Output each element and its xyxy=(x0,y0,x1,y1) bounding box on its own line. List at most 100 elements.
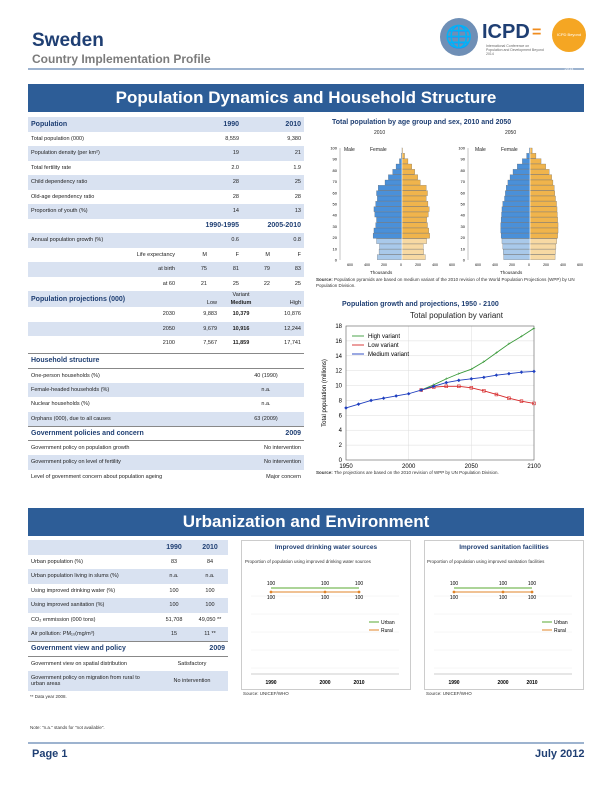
pyramid-bar-female xyxy=(530,222,559,228)
legend-urban: Urban xyxy=(554,620,568,626)
y-tick-label: 10 xyxy=(335,384,342,390)
data-point: + xyxy=(482,360,485,366)
pyramid-bar-female xyxy=(530,244,556,250)
y-tick-label: 18 xyxy=(335,324,342,330)
pyramid-bar-female xyxy=(402,217,427,223)
row-value: 28 xyxy=(232,193,239,200)
un-globe-icon: 🌐 xyxy=(440,18,478,56)
pyramid-bar-female xyxy=(402,244,424,250)
pyramid-bar-outline xyxy=(500,233,558,239)
pyramid-bar-female xyxy=(402,249,424,255)
plot-frame xyxy=(345,325,535,461)
pyramid-y-tick: 40 xyxy=(461,213,466,218)
pyramid-male-label: Male xyxy=(475,147,486,153)
row-value: 22 xyxy=(263,280,270,287)
row-value: n.a. xyxy=(156,569,192,584)
pyramid-bar-outline xyxy=(502,201,557,207)
pyramid-bar-male xyxy=(377,254,402,260)
icpd-logo: ICPD xyxy=(482,21,530,43)
footer-divider xyxy=(28,742,584,744)
pyramid-bar-female xyxy=(402,190,428,196)
pyramid-x-tick: 200 xyxy=(543,263,549,267)
pyramid-bar-female xyxy=(402,158,408,164)
row-value: 12,244 xyxy=(262,321,304,336)
pyramid-y-tick: 30 xyxy=(333,224,338,229)
pyramid-bar-outline xyxy=(522,158,542,164)
y-tick-label: 0 xyxy=(339,458,343,464)
report-date: July 2012 xyxy=(535,748,585,760)
rural-value-label: 100 xyxy=(267,595,276,601)
water-source: Source: UNICEF/WHO xyxy=(243,691,289,696)
sex-m: M xyxy=(202,251,207,258)
urban-value-label: 100 xyxy=(267,581,276,587)
x-tick-label: 1990 xyxy=(448,680,459,686)
legend-label: Low variant xyxy=(368,343,399,349)
data-point xyxy=(532,369,536,374)
pyramid-bar-male xyxy=(504,196,530,202)
row-value: 10,379 xyxy=(232,311,250,318)
gov-view-header: Government view and policy xyxy=(28,641,192,657)
data-point xyxy=(482,389,486,393)
data-point: + xyxy=(495,351,498,357)
population-table: Population 1990 2010 Total population (0… xyxy=(28,117,304,291)
data-point xyxy=(369,398,373,403)
pyramid-bar-outline xyxy=(529,147,533,154)
pyramid-bar-female xyxy=(402,228,429,234)
row-value: 81 xyxy=(210,262,242,277)
pyramid-bar-male xyxy=(376,238,402,244)
pyramid-bar-male xyxy=(501,206,530,212)
sanitation-source: Source: UNICEF/WHO xyxy=(426,691,472,696)
policies-year: 2009 xyxy=(228,425,304,441)
legend-urban: Urban xyxy=(381,620,395,626)
row-label: Proportion of youth (%) xyxy=(28,204,178,219)
data-point xyxy=(457,384,461,389)
growth-chart-title: Population growth and projections, 1950 … xyxy=(342,301,499,308)
pyramid-y-tick: 80 xyxy=(461,168,466,173)
row-label: Using improved sanitation (%) xyxy=(28,598,156,613)
pyramid-female-label: Female xyxy=(501,147,518,153)
row-label: Female-headed households (%) xyxy=(28,382,228,397)
pyramid-bar-outline xyxy=(500,217,558,223)
y-tick-label: 2 xyxy=(339,443,343,449)
pyramid-bar-male xyxy=(375,201,402,207)
row-value: 79 xyxy=(242,262,273,277)
pyramid-bar-outline xyxy=(517,163,546,170)
data-point: + xyxy=(470,367,473,373)
pyramid-bar-male xyxy=(510,174,530,180)
row-label: Air pollution: PM₁₀(mg/m³) xyxy=(28,627,156,642)
household-header: Household structure xyxy=(28,353,304,369)
row-value: 14 xyxy=(178,204,242,219)
pyramid-female-label: Female xyxy=(370,147,387,153)
row-value: 13 xyxy=(242,204,304,219)
data-point xyxy=(507,396,511,400)
pyramid-bar-female xyxy=(402,238,427,244)
data-point: + xyxy=(445,377,448,383)
data-point: + xyxy=(520,334,523,340)
pyramid-bar-male xyxy=(399,158,402,164)
pyramid-bar-outline xyxy=(376,238,427,244)
data-point xyxy=(519,370,524,374)
pyramid-bar-female xyxy=(402,153,405,159)
data-point: + xyxy=(507,342,510,348)
pyramid-bar-female xyxy=(402,185,427,191)
data-point xyxy=(494,373,499,377)
y-tick-label: 12 xyxy=(335,369,342,375)
urban-value-label: 100 xyxy=(450,581,459,587)
pyramid-bar-female xyxy=(530,190,555,196)
pyramid-bar-outline xyxy=(395,163,412,170)
pyramid-bar-male xyxy=(376,217,402,223)
row-value: 100 xyxy=(156,598,192,613)
data-point: + xyxy=(457,371,460,377)
legend-label: High variant xyxy=(368,334,400,340)
row-value: 49,050 ** xyxy=(198,616,222,623)
pyramid-y-tick: 20 xyxy=(461,235,466,240)
pyramid-bar-outline xyxy=(375,222,428,228)
pyramid-bar-male xyxy=(392,169,402,175)
rural-point xyxy=(357,590,361,594)
pyramid-bar-female xyxy=(530,249,556,255)
pyramid-x-tick: 400 xyxy=(560,263,566,267)
row-label: Urban population living in slums (%) xyxy=(28,569,156,584)
x-tick-label: 2000 xyxy=(497,680,508,686)
row-value: 63 (2009) xyxy=(228,411,304,426)
pyramid-bar-female xyxy=(402,196,427,202)
